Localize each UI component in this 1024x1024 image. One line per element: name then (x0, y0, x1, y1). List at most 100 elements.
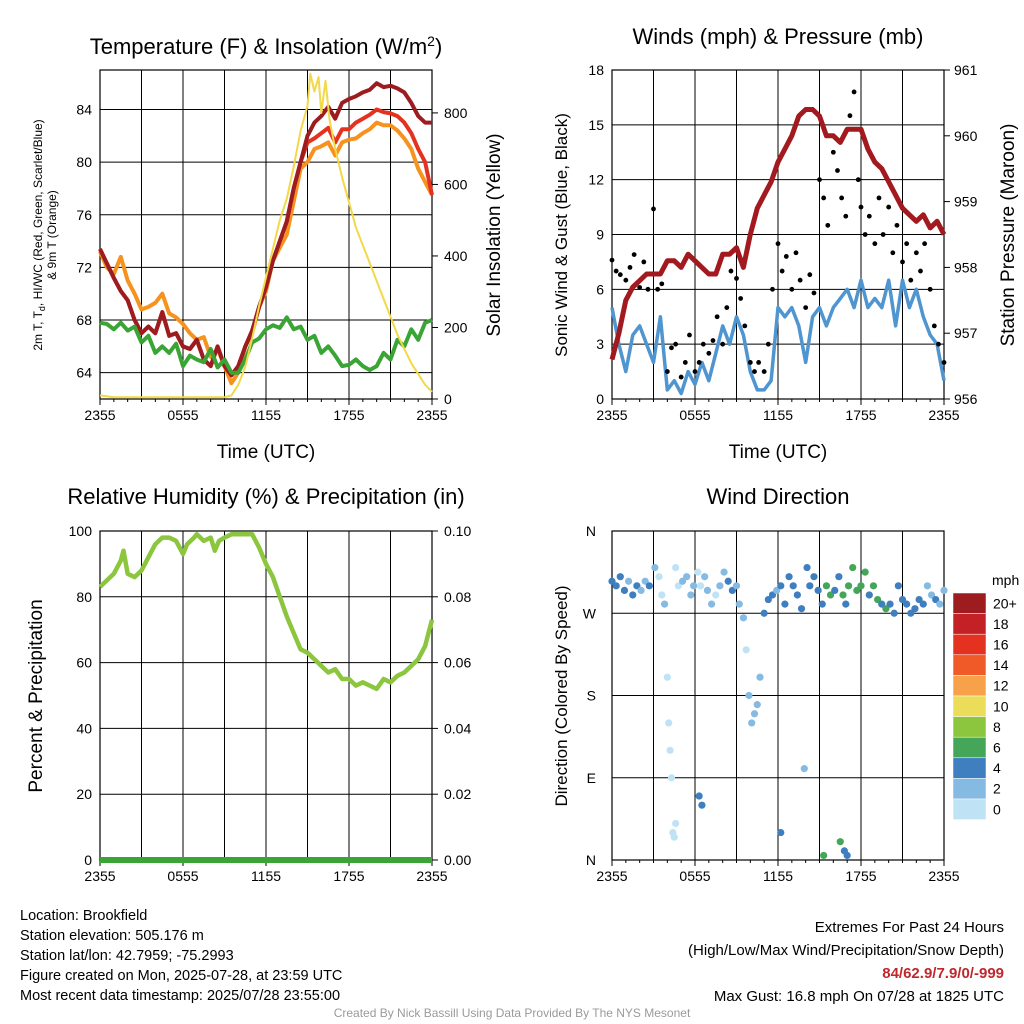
gust-point (756, 360, 762, 365)
legend-swatch (952, 736, 987, 759)
dir-point (882, 605, 890, 613)
gust-point (692, 369, 698, 374)
credit-line: Created By Nick Bassill Using Data Provi… (333, 1006, 691, 1020)
dir-point (660, 600, 669, 608)
dir-point (806, 582, 814, 590)
gust-point (839, 195, 845, 201)
rh-xtick: 0555 (167, 868, 198, 884)
rh-xtick: 1155 (251, 868, 281, 884)
extremes-gust: Max Gust: 16.8 mph On 07/28 at 1825 UTC (713, 988, 1004, 1005)
temp-ytick: 68 (76, 312, 92, 328)
dir-point (637, 586, 645, 595)
temp-ylabel: 2m T, Td, HI/WC (Red, Green, Scarlet/Blu… (31, 119, 47, 350)
dir-point (777, 828, 785, 837)
gust-point (908, 277, 914, 283)
dir-point (753, 701, 761, 709)
gust-point (789, 286, 795, 292)
gust-point (866, 213, 872, 219)
gust-point (724, 305, 730, 311)
legend-label: 8 (993, 719, 1001, 735)
gust-point (775, 241, 781, 247)
dir-point (843, 851, 851, 860)
dir-point (865, 591, 873, 599)
dir-point (835, 573, 843, 581)
dir-point (703, 586, 712, 595)
legend-label: 10 (993, 698, 1009, 714)
winds-plot-area: 0 3 6 9 12 15 18 956 957 958 959 960 961 2355 0555 1155… (588, 62, 977, 423)
dir-point (756, 673, 764, 681)
winds-ylabel: Sonic Wind & Gust (Blue, Black) (552, 113, 571, 357)
dir-point (773, 586, 781, 595)
info-recent: Most recent data timestamp: 2025/07/28 2… (20, 988, 341, 1004)
dir-point (820, 851, 828, 860)
winds-xtick: 2355 (928, 407, 959, 423)
dir-point (645, 582, 653, 590)
gust-point (835, 168, 840, 173)
dir-point (869, 582, 878, 590)
gust-point (779, 268, 785, 274)
gust-point (886, 204, 892, 210)
gust-point (747, 360, 753, 365)
dir-point (687, 591, 695, 599)
rh-panel: Relative Humidity (%) & Precipitation (i… (26, 484, 471, 884)
temp-title: Temperature (F) & Insolation (W/m2) (90, 33, 443, 59)
dir-point (667, 774, 676, 782)
gust-point (890, 250, 896, 256)
temp-xlabel: Time (UTC) (217, 442, 316, 463)
winds-y2tick: 957 (954, 325, 978, 341)
dir-point (698, 801, 706, 809)
temp-y2tick: 400 (444, 248, 468, 264)
rh-ylabel: Percent & Precipitation (26, 599, 47, 792)
winds-y2tick: 958 (954, 259, 978, 275)
dir-point (735, 600, 743, 608)
gust-point (651, 206, 656, 212)
gust-point (696, 360, 702, 365)
dir-point (826, 591, 835, 599)
dir-point (890, 609, 898, 617)
temp-ytick: 72 (76, 259, 92, 275)
dir-point (878, 600, 886, 608)
gust-point (673, 341, 679, 347)
gust-point (742, 323, 748, 329)
dir-point (907, 609, 915, 617)
legend-label: 0 (993, 801, 1001, 817)
dir-point (874, 595, 882, 604)
gust-point (641, 259, 647, 265)
gust-point (918, 268, 923, 274)
dir-point (666, 746, 674, 754)
gust-point (797, 277, 803, 283)
dir-xtick: 2355 (596, 868, 627, 884)
gust-point (783, 254, 789, 259)
winds-y2tick: 961 (954, 62, 978, 78)
dir-point (764, 595, 772, 604)
dir-point (724, 577, 732, 585)
dir-ytick: S (587, 688, 596, 704)
gust-point (851, 89, 857, 95)
dir-point (853, 586, 861, 595)
rh-y2tick: 0.00 (444, 852, 471, 868)
dir-ytick: N (586, 852, 596, 868)
gust-point (913, 250, 919, 256)
temp-y2tick: 0 (444, 391, 452, 407)
meteogram-figure: Temperature (F) & Insolation (W/m2) 6468… (26, 24, 1019, 884)
rh-y2tick: 0.06 (444, 655, 471, 671)
temp-series-3 (99, 315, 433, 375)
winds-y2tick: 959 (954, 194, 978, 210)
dir-point (936, 600, 944, 608)
dir-point (690, 582, 698, 590)
dir-point (720, 568, 728, 576)
temp-series-2 (98, 81, 432, 378)
winds-ytick: 15 (588, 117, 604, 133)
dir-point (612, 582, 620, 590)
gust-point (645, 286, 651, 292)
dir-point (894, 582, 902, 590)
dir-point (616, 573, 624, 581)
rh-xtick: 2355 (84, 868, 115, 884)
gust-point (752, 369, 757, 374)
gust-point (793, 250, 799, 256)
dir-point (712, 591, 720, 599)
legend-swatch (952, 798, 987, 820)
dir-point (810, 573, 818, 581)
dir-point (789, 582, 797, 590)
gust-point (631, 252, 637, 258)
